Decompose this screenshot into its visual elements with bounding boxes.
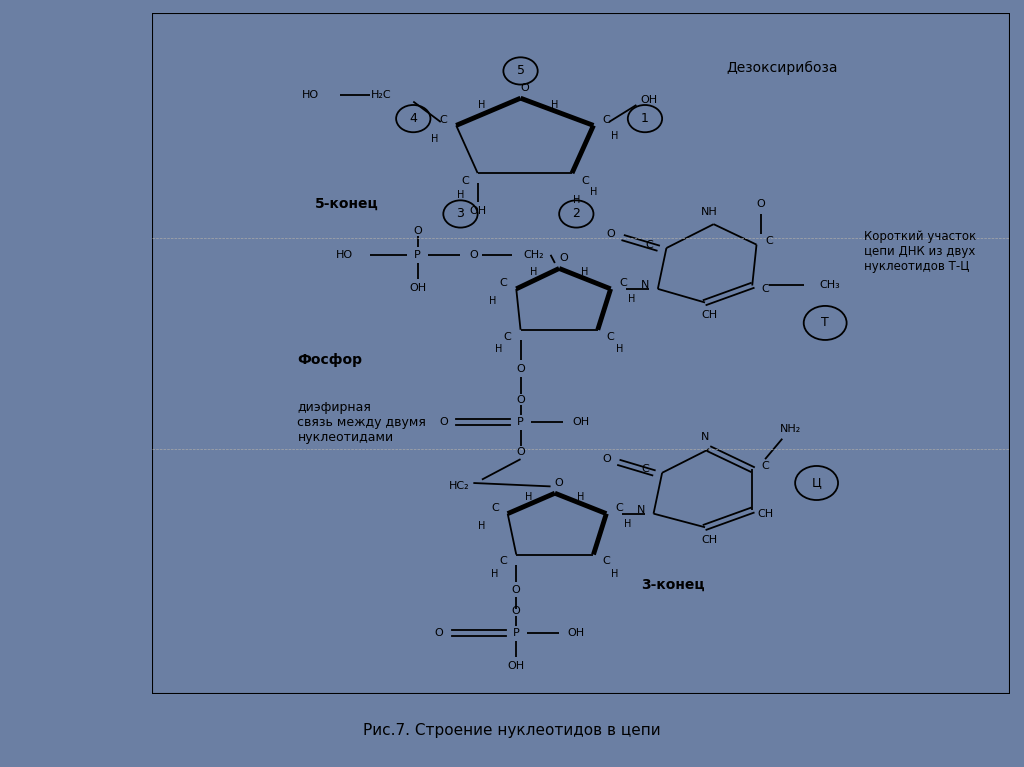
Text: H₂C: H₂C (371, 90, 392, 100)
Text: O: O (516, 447, 525, 457)
Text: O: O (555, 478, 563, 488)
Text: H: H (590, 187, 597, 197)
Text: O: O (757, 199, 765, 209)
Text: OH: OH (409, 282, 426, 292)
Text: CH: CH (701, 310, 718, 320)
Text: C: C (620, 278, 628, 288)
Text: H: H (615, 344, 623, 354)
Text: C: C (761, 284, 769, 294)
Text: OH: OH (641, 94, 657, 104)
Text: N: N (700, 432, 710, 442)
Text: P: P (517, 416, 524, 426)
Text: H: H (431, 134, 438, 144)
Text: H: H (611, 130, 618, 140)
Text: H: H (582, 267, 589, 277)
Text: H: H (611, 568, 618, 578)
Text: CH: CH (701, 535, 718, 545)
Text: C: C (490, 503, 499, 513)
Text: CH₂: CH₂ (523, 250, 544, 260)
Text: H: H (492, 568, 499, 578)
Text: Рис.7. Строение нуклеотидов в цепи: Рис.7. Строение нуклеотидов в цепи (364, 723, 660, 738)
Text: N: N (641, 281, 649, 291)
Text: H: H (496, 344, 503, 354)
Text: диэфирная
связь между двумя
нуклеотидами: диэфирная связь между двумя нуклеотидами (297, 401, 426, 444)
Text: Фосфор: Фосфор (297, 354, 362, 367)
Text: C: C (500, 556, 507, 566)
Text: NH: NH (701, 207, 718, 217)
Text: 3: 3 (457, 207, 465, 220)
Text: CH₃: CH₃ (819, 281, 840, 291)
Text: 5: 5 (516, 64, 524, 77)
Text: Ц: Ц (812, 476, 821, 489)
Text: H: H (624, 518, 632, 529)
Text: H: H (488, 296, 496, 306)
Text: H: H (629, 294, 636, 304)
Text: C: C (581, 176, 589, 186)
Text: NH₂: NH₂ (780, 423, 802, 433)
Text: H: H (551, 100, 558, 110)
Text: OH: OH (508, 660, 525, 670)
Text: O: O (602, 454, 610, 464)
Text: O: O (439, 416, 447, 426)
Text: C: C (602, 115, 610, 125)
Text: H: H (529, 267, 538, 277)
Text: C: C (615, 503, 623, 513)
Text: O: O (516, 364, 525, 374)
Text: C: C (504, 331, 512, 341)
Text: C: C (641, 464, 649, 474)
Text: OH: OH (469, 206, 486, 216)
Text: C: C (761, 461, 769, 471)
Text: 5-конец: 5-конец (314, 197, 378, 211)
Text: O: O (520, 83, 529, 93)
Text: O: O (512, 585, 520, 595)
Text: HO: HO (336, 250, 353, 260)
Text: H: H (478, 100, 485, 110)
Text: H: H (525, 492, 532, 502)
Text: C: C (607, 331, 614, 341)
Text: C: C (500, 278, 507, 288)
Text: C: C (766, 236, 773, 246)
Text: HC₂: HC₂ (449, 482, 469, 492)
Text: C: C (461, 176, 469, 186)
Text: Т: Т (821, 317, 829, 330)
Text: Дезоксирибоза: Дезоксирибоза (726, 61, 838, 74)
Text: 2: 2 (572, 207, 581, 220)
Text: CH: CH (757, 509, 773, 518)
Text: O: O (469, 250, 478, 260)
Text: OH: OH (572, 416, 589, 426)
Text: C: C (602, 556, 610, 566)
Text: O: O (516, 395, 525, 405)
Text: P: P (414, 250, 421, 260)
Text: C: C (645, 239, 653, 249)
Text: O: O (559, 253, 568, 263)
Text: 4: 4 (410, 112, 417, 125)
Text: 1: 1 (641, 112, 649, 125)
Text: O: O (512, 606, 520, 616)
Text: P: P (513, 628, 519, 638)
Text: O: O (434, 628, 443, 638)
Text: H: H (572, 196, 580, 206)
Text: OH: OH (567, 628, 585, 638)
Text: H: H (577, 492, 585, 502)
Text: O: O (606, 229, 615, 239)
Text: C: C (439, 115, 447, 125)
Text: O: O (414, 226, 422, 236)
Text: 3-конец: 3-конец (641, 578, 705, 592)
Text: H: H (457, 190, 464, 200)
Text: N: N (637, 505, 645, 515)
Text: Короткий участок
цепи ДНК из двух
нуклеотидов Т-Ц: Короткий участок цепи ДНК из двух нуклео… (864, 230, 976, 273)
Text: HO: HO (302, 90, 318, 100)
Text: H: H (478, 521, 485, 531)
